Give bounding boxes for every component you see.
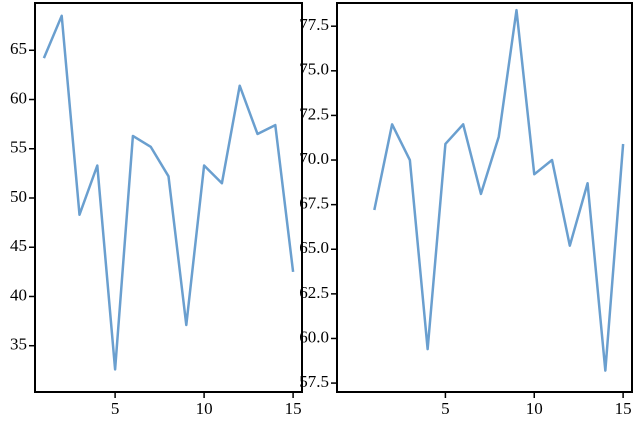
y-tick-label: 55	[10, 138, 27, 157]
y-tick-label: 50	[10, 187, 27, 206]
plot-frame	[34, 2, 303, 393]
y-tick-label: 57.5	[299, 372, 329, 391]
y-tick-label: 35	[10, 335, 27, 354]
line	[373, 8, 625, 372]
y-tick-label: 65	[10, 39, 27, 58]
y-tick-label: 77.5	[299, 15, 329, 34]
x-tick-label: 10	[526, 399, 543, 418]
line	[42, 14, 295, 371]
x-tick-label: 15	[285, 399, 302, 418]
y-tick-label: 45	[10, 236, 27, 255]
y-tick-label: 40	[10, 285, 27, 304]
y-tick-label: 72.5	[299, 104, 329, 123]
y-tick-label: 75.0	[299, 60, 329, 79]
y-tick-label: 67.5	[299, 194, 329, 213]
y-tick-label: 65.0	[299, 238, 329, 257]
plot-frame	[336, 2, 633, 393]
y-tick-label: 62.5	[299, 283, 329, 302]
y-tick-label: 60	[10, 88, 27, 107]
x-tick-label: 10	[196, 399, 213, 418]
x-tick-label: 5	[441, 399, 450, 418]
x-tick-label: 15	[615, 399, 632, 418]
x-tick-label: 5	[111, 399, 120, 418]
y-tick-label: 60.0	[299, 327, 329, 346]
y-tick-label: 70.0	[299, 149, 329, 168]
